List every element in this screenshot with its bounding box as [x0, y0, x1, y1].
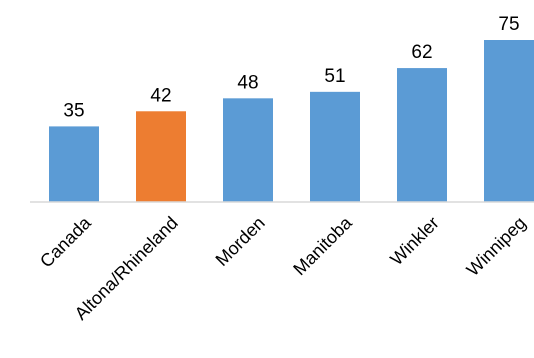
x-tick-label: Canada — [36, 212, 95, 271]
data-label: 75 — [498, 14, 519, 35]
bar-manitoba — [310, 91, 360, 202]
bar-winnipeg — [484, 40, 534, 202]
bar-altona-rhineland — [136, 111, 186, 202]
x-tick-label: Winnipeg — [463, 213, 530, 280]
bars-layer — [49, 40, 534, 202]
data-label: 35 — [63, 100, 84, 121]
data-label: 42 — [150, 85, 171, 106]
bar-canada — [49, 126, 99, 202]
data-label: 51 — [324, 66, 345, 87]
x-tick-label: Winkler — [386, 213, 443, 270]
bar-winkler — [397, 68, 447, 202]
bar-morden — [223, 98, 273, 202]
x-tick-label: Manitoba — [289, 212, 356, 279]
data-label: 48 — [237, 72, 258, 93]
x-tick-label: Morden — [212, 213, 269, 270]
data-labels-layer: 35 42 48 51 62 75 — [63, 14, 519, 121]
data-label: 62 — [411, 42, 432, 63]
